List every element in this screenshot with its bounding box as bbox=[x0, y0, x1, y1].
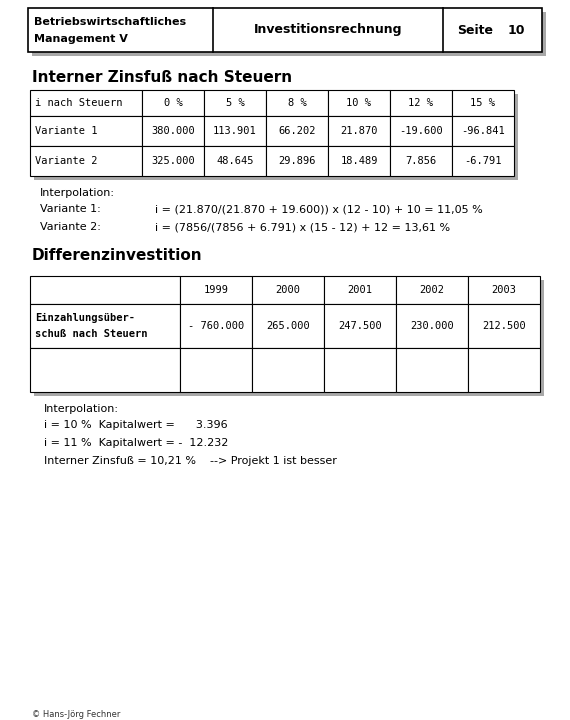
Text: 18.489: 18.489 bbox=[340, 156, 378, 166]
Text: 2001: 2001 bbox=[348, 285, 373, 295]
Bar bbox=[204, 146, 266, 176]
Bar bbox=[204, 116, 266, 146]
Text: 7.856: 7.856 bbox=[405, 156, 437, 166]
Text: 8 %: 8 % bbox=[288, 98, 307, 108]
Bar bbox=[32, 12, 546, 56]
Bar bbox=[266, 146, 328, 176]
Bar bbox=[328, 146, 390, 176]
Text: i nach Steuern: i nach Steuern bbox=[35, 98, 123, 108]
Text: Investitionsrechnung: Investitionsrechnung bbox=[254, 24, 402, 37]
Bar bbox=[266, 90, 328, 116]
Text: 1999: 1999 bbox=[203, 285, 229, 295]
Text: 0 %: 0 % bbox=[164, 98, 182, 108]
Text: 10 %: 10 % bbox=[347, 98, 372, 108]
Bar bbox=[30, 146, 142, 176]
Text: Interpolation:: Interpolation: bbox=[40, 188, 115, 198]
Bar bbox=[396, 348, 468, 392]
Text: i = (21.870/(21.870 + 19.600)) x (12 - 10) + 10 = 11,05 %: i = (21.870/(21.870 + 19.600)) x (12 - 1… bbox=[155, 204, 483, 214]
Bar bbox=[30, 304, 180, 348]
Text: 29.896: 29.896 bbox=[278, 156, 316, 166]
Bar bbox=[30, 116, 142, 146]
Bar bbox=[252, 348, 324, 392]
Text: 247.500: 247.500 bbox=[338, 321, 382, 331]
Text: Differenzinvestition: Differenzinvestition bbox=[32, 248, 202, 263]
Text: -96.841: -96.841 bbox=[461, 126, 505, 136]
Bar bbox=[28, 8, 542, 52]
Text: 21.870: 21.870 bbox=[340, 126, 378, 136]
Text: Interner Zinsfuß = 10,21 %    --> Projekt 1 ist besser: Interner Zinsfuß = 10,21 % --> Projekt 1… bbox=[44, 456, 337, 466]
Text: -6.791: -6.791 bbox=[464, 156, 502, 166]
Bar bbox=[468, 276, 540, 304]
Bar bbox=[328, 90, 390, 116]
Bar bbox=[396, 304, 468, 348]
Bar bbox=[266, 116, 328, 146]
Text: 265.000: 265.000 bbox=[266, 321, 310, 331]
Text: Interpolation:: Interpolation: bbox=[44, 404, 119, 414]
Text: 2003: 2003 bbox=[491, 285, 516, 295]
Bar bbox=[468, 348, 540, 392]
Text: 380.000: 380.000 bbox=[151, 126, 195, 136]
Bar bbox=[142, 90, 204, 116]
Bar bbox=[390, 116, 452, 146]
Text: Variante 2: Variante 2 bbox=[35, 156, 97, 166]
Text: Interner Zinsfuß nach Steuern: Interner Zinsfuß nach Steuern bbox=[32, 70, 292, 85]
Bar bbox=[390, 90, 452, 116]
Bar bbox=[452, 146, 514, 176]
Bar bbox=[452, 90, 514, 116]
Bar bbox=[30, 276, 180, 304]
Text: Variante 2:: Variante 2: bbox=[40, 222, 101, 232]
Bar bbox=[30, 348, 180, 392]
Text: 48.645: 48.645 bbox=[216, 156, 254, 166]
Bar bbox=[204, 90, 266, 116]
Bar bbox=[180, 348, 252, 392]
Text: i = 10 %  Kapitalwert =      3.396: i = 10 % Kapitalwert = 3.396 bbox=[44, 420, 227, 430]
Bar bbox=[324, 304, 396, 348]
Bar bbox=[396, 276, 468, 304]
Bar bbox=[252, 276, 324, 304]
Text: 325.000: 325.000 bbox=[151, 156, 195, 166]
Text: Einzahlungsüber-: Einzahlungsüber- bbox=[35, 313, 135, 323]
Text: schuß nach Steuern: schuß nach Steuern bbox=[35, 329, 148, 339]
Text: 12 %: 12 % bbox=[409, 98, 434, 108]
Text: 5 %: 5 % bbox=[226, 98, 245, 108]
Text: Seite: Seite bbox=[457, 24, 493, 37]
Text: 66.202: 66.202 bbox=[278, 126, 316, 136]
Text: Variante 1:: Variante 1: bbox=[40, 204, 101, 214]
Text: i = 11 %  Kapitalwert = -  12.232: i = 11 % Kapitalwert = - 12.232 bbox=[44, 438, 229, 448]
Text: 15 %: 15 % bbox=[470, 98, 495, 108]
Bar bbox=[328, 116, 390, 146]
Text: - 760.000: - 760.000 bbox=[188, 321, 244, 331]
Bar bbox=[324, 348, 396, 392]
Text: Betriebswirtschaftliches: Betriebswirtschaftliches bbox=[34, 17, 186, 27]
Text: 10: 10 bbox=[508, 24, 526, 37]
Text: 212.500: 212.500 bbox=[482, 321, 526, 331]
Bar bbox=[34, 280, 544, 396]
Text: 2000: 2000 bbox=[275, 285, 300, 295]
Bar bbox=[34, 94, 518, 180]
Bar bbox=[180, 304, 252, 348]
Text: Management V: Management V bbox=[34, 34, 128, 44]
Text: -19.600: -19.600 bbox=[399, 126, 443, 136]
Bar bbox=[142, 146, 204, 176]
Text: Variante 1: Variante 1 bbox=[35, 126, 97, 136]
Text: 2002: 2002 bbox=[420, 285, 445, 295]
Text: 113.901: 113.901 bbox=[213, 126, 257, 136]
Bar bbox=[180, 276, 252, 304]
Bar bbox=[324, 276, 396, 304]
Bar bbox=[390, 146, 452, 176]
Bar bbox=[468, 304, 540, 348]
Text: i = (7856/(7856 + 6.791) x (15 - 12) + 12 = 13,61 %: i = (7856/(7856 + 6.791) x (15 - 12) + 1… bbox=[155, 222, 450, 232]
Text: © Hans-Jörg Fechner: © Hans-Jörg Fechner bbox=[32, 710, 120, 719]
Bar bbox=[252, 304, 324, 348]
Text: 230.000: 230.000 bbox=[410, 321, 454, 331]
Bar bbox=[452, 116, 514, 146]
Bar bbox=[142, 116, 204, 146]
Bar bbox=[30, 90, 142, 116]
